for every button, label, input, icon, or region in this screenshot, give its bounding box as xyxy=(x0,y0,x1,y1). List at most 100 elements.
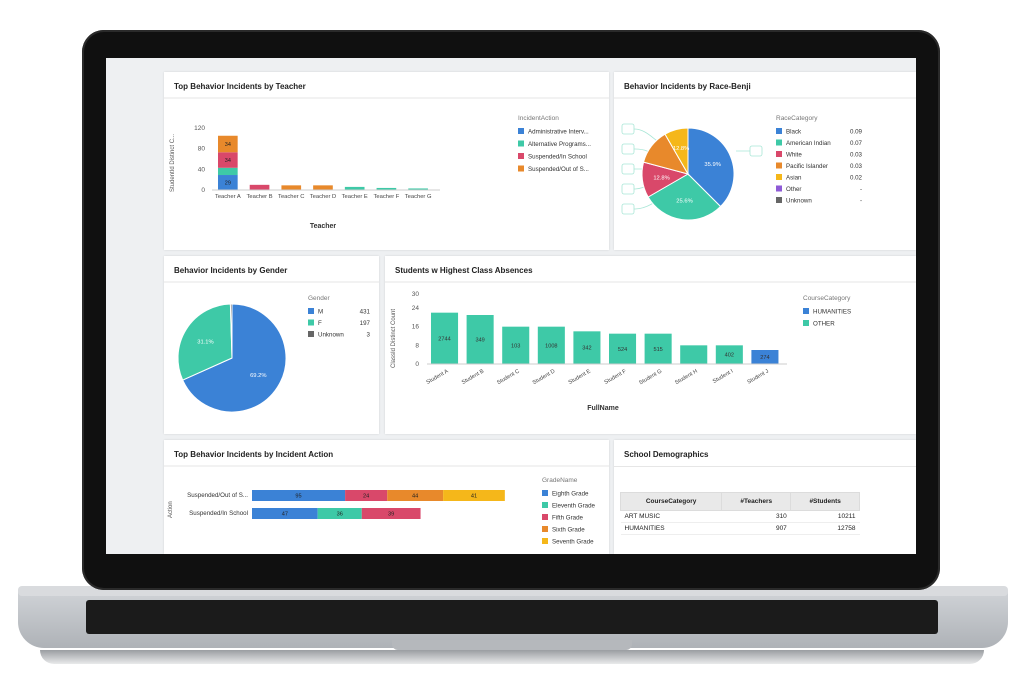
bar-segment-suspended-out-of-s xyxy=(281,185,302,190)
legend-label: Suspended/In School xyxy=(528,154,587,161)
legend-swatch xyxy=(518,140,524,147)
absence-bar xyxy=(431,312,459,364)
bar-data-label: 95 xyxy=(295,494,301,500)
y-tick-label: 120 xyxy=(194,125,205,132)
laptop-base-shadow xyxy=(40,650,984,664)
demographics-table: CourseCategory #Teachers #Students ART M… xyxy=(619,492,860,535)
pie-slice-unknown xyxy=(229,303,233,359)
bar-data-label: 29 xyxy=(225,181,231,187)
bar-data-label: 34 xyxy=(225,142,231,148)
legend-swatch xyxy=(518,165,524,172)
bar-data-label: 36 xyxy=(337,512,343,518)
legend-label: American Indian xyxy=(786,140,831,147)
legend-value: - xyxy=(860,186,862,193)
bar-data-label: 274 xyxy=(760,355,769,361)
race-chart: 35.9% 25.6% 12.8% 12.8% RaceCategory Black 0.0… xyxy=(614,97,916,221)
legend-swatch xyxy=(776,151,782,157)
legend-swatch xyxy=(803,320,809,326)
teacher-panel-title: Top Behavior Incidents by Teacher xyxy=(174,82,306,91)
absence-bar xyxy=(751,350,779,364)
table-row: HUMANITIES 907 12758 xyxy=(620,522,860,535)
gender-chart: 69.2% 31.1% Gender M 431 F 197 Unknown 3 xyxy=(164,281,379,413)
keyboard xyxy=(86,600,938,634)
demographics-panel: School Demographics CourseCategory #Teac… xyxy=(614,440,916,554)
legend-swatch xyxy=(776,128,782,134)
hbar-segment-fifth-grade xyxy=(345,490,388,501)
callout-box xyxy=(749,145,763,157)
x-tick-label: Teacher B xyxy=(246,194,272,200)
x-tick-label: Teacher A xyxy=(215,194,241,200)
x-tick-label: Student C xyxy=(496,369,521,387)
absence-bar xyxy=(466,315,494,364)
legend-swatch xyxy=(776,139,782,146)
legend-label: Seventh Grade xyxy=(552,539,594,546)
legend-label: OTHER xyxy=(813,321,835,328)
legend-swatch xyxy=(308,308,314,314)
action-panel: Top Behavior Incidents by Incident Actio… xyxy=(164,440,609,554)
demographics-panel-title: School Demographics xyxy=(624,450,709,459)
demographics-divider xyxy=(614,466,916,467)
trackpad xyxy=(392,640,632,650)
col-header-students[interactable]: #Students xyxy=(790,492,860,511)
x-tick-label: Teacher D xyxy=(310,194,336,200)
bar-segment-alternative-programs xyxy=(218,167,238,176)
absence-bar xyxy=(609,333,637,364)
bar-segment-suspended-in-school xyxy=(249,184,270,190)
legend-swatch xyxy=(542,538,548,544)
y-tick-label: 8 xyxy=(415,342,419,349)
x-tick-label: Student J xyxy=(746,368,770,385)
legend-label: M xyxy=(318,309,323,316)
gender-panel-title: Behavior Incidents by Gender xyxy=(174,266,288,275)
legend-label: Sixth Grade xyxy=(552,527,585,534)
absences-panel-title: Students w Highest Class Absences xyxy=(395,266,533,275)
legend-title: CourseCategory xyxy=(803,295,851,302)
legend-value: 0.09 xyxy=(850,129,863,136)
x-tick-label: Student I xyxy=(712,368,735,385)
y-tick-label: 80 xyxy=(198,146,206,153)
absence-bar xyxy=(715,345,743,364)
y-axis-label: ClassId Distinct Count xyxy=(391,309,397,368)
y-axis-label: Action xyxy=(168,501,174,518)
legend-swatch xyxy=(542,490,548,496)
col-header-teachers[interactable]: #Teachers xyxy=(721,492,792,511)
callout-box xyxy=(621,143,635,155)
x-tick-label: Student G xyxy=(638,369,663,387)
table-cell: 907 xyxy=(721,522,791,535)
x-tick-label: Teacher E xyxy=(342,194,368,200)
x-tick-label: Student H xyxy=(674,369,699,387)
bar-segment-suspended-out-of-s xyxy=(218,135,238,153)
hbar-segment-eighth-grade xyxy=(252,490,346,501)
pie-slice-label: 25.6% xyxy=(676,198,692,204)
absence-bar xyxy=(537,326,565,364)
pie-slice-american-indian xyxy=(647,173,722,221)
pie-slice-label: 69.2% xyxy=(250,373,266,379)
x-axis-label: Teacher xyxy=(310,223,337,230)
x-tick-label: Teacher C xyxy=(278,194,304,200)
legend-swatch xyxy=(776,185,782,192)
bar-data-label: 44 xyxy=(412,494,418,500)
y-tick-label: Suspended/Out of S... xyxy=(187,492,248,499)
bar-data-label: 34 xyxy=(225,158,231,164)
legend-label: Other xyxy=(786,186,801,193)
bar-segment-alternative-programs xyxy=(344,186,365,190)
y-tick-label: 0 xyxy=(201,187,205,194)
legend-label: Unknown xyxy=(318,332,344,339)
x-tick-label: Student B xyxy=(461,368,486,386)
x-tick-label: Student E xyxy=(568,368,593,386)
y-tick-label: 40 xyxy=(198,166,206,173)
hbar-segment-eighth-grade xyxy=(252,508,318,519)
bar-segment-suspended-in-school xyxy=(218,152,238,168)
bar-data-label: 47 xyxy=(282,512,288,518)
table-cell: 10211 xyxy=(790,510,860,523)
bar-data-label: 41 xyxy=(471,494,477,500)
legend-label: Eleventh Grade xyxy=(552,503,596,510)
bar-data-label: 39 xyxy=(388,512,394,518)
legend-label: Suspended/Out of S... xyxy=(528,166,589,173)
race-panel: Behavior Incidents by Race-Benji 35.9% 25… xyxy=(614,72,916,250)
absences-chart: ClassId Distinct Count 0 8 16 24 30 2744 Studen… xyxy=(385,281,916,412)
col-header-course-category[interactable]: CourseCategory xyxy=(619,492,723,511)
legend-label: F xyxy=(318,320,322,327)
callout-box xyxy=(621,183,635,195)
legend-value: 3 xyxy=(367,332,371,339)
bar-data-label: 103 xyxy=(511,343,520,349)
